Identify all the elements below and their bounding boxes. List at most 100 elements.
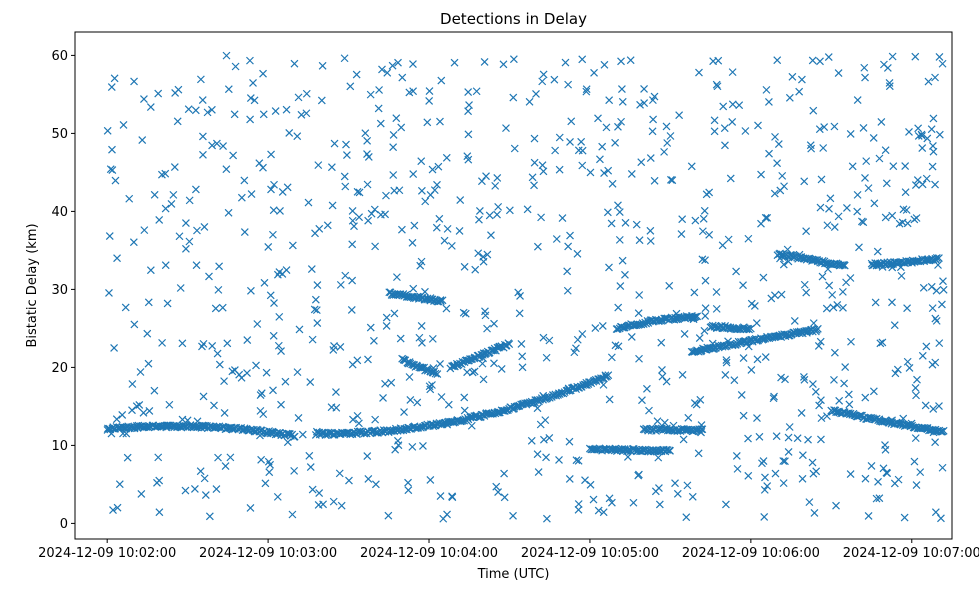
detection-point <box>312 427 321 436</box>
detection-point <box>818 272 827 281</box>
detection-point <box>635 445 644 454</box>
detection-point <box>618 97 627 106</box>
detection-point <box>654 453 663 462</box>
detection-point <box>525 97 534 106</box>
detection-point <box>935 339 944 348</box>
detection-point <box>274 341 283 350</box>
detection-point <box>924 77 933 86</box>
detection-point <box>382 322 391 330</box>
detection-point <box>146 266 155 275</box>
detection-point <box>658 365 666 374</box>
y-axis-ticks: 0 10 20 30 40 50 60 <box>51 49 75 532</box>
detection-point <box>911 383 920 392</box>
detection-point <box>389 171 398 179</box>
detection-point <box>781 375 789 384</box>
detection-point <box>733 464 742 473</box>
detection-point <box>240 228 249 237</box>
detection-point <box>464 130 473 139</box>
detection-point <box>558 214 567 222</box>
detection-point <box>825 281 834 290</box>
detection-point <box>666 132 675 140</box>
detection-point <box>688 492 697 501</box>
detection-point <box>328 201 337 210</box>
detection-point <box>416 423 425 432</box>
detection-point <box>199 392 208 401</box>
detection-point <box>830 122 839 131</box>
detection-point <box>426 191 435 199</box>
detection-point <box>607 353 616 362</box>
detection-point <box>883 469 892 478</box>
detection-point <box>555 165 564 174</box>
detection-point <box>213 349 222 358</box>
detection-point <box>539 333 548 342</box>
detection-point <box>859 218 868 227</box>
detection-point <box>193 226 201 235</box>
detection-point <box>755 432 764 441</box>
detection-point <box>608 179 617 188</box>
detection-point <box>690 288 699 297</box>
plot-frame <box>74 31 953 540</box>
detection-point <box>815 125 824 134</box>
detection-point <box>348 276 357 285</box>
detection-point <box>269 386 277 395</box>
detection-point <box>912 391 920 400</box>
detection-point <box>784 448 793 456</box>
detection-point <box>341 271 350 280</box>
detection-point <box>842 204 851 212</box>
detection-point <box>701 276 710 285</box>
detection-point <box>739 281 747 290</box>
detection-point <box>533 404 542 413</box>
detection-point <box>330 341 338 350</box>
detection-point <box>173 117 182 126</box>
detection-point <box>196 467 205 476</box>
detection-point <box>687 162 696 171</box>
detection-point <box>648 127 657 136</box>
detection-point <box>582 87 591 96</box>
detection-point <box>777 290 786 299</box>
detection-point <box>779 260 788 269</box>
detection-point <box>266 460 275 469</box>
detection-point <box>563 286 572 295</box>
detection-point <box>597 374 605 383</box>
detection-point <box>885 82 894 91</box>
detection-point <box>847 337 855 346</box>
detection-point <box>137 490 146 498</box>
detection-point <box>281 377 290 386</box>
detection-point <box>210 401 218 410</box>
detection-point <box>784 257 793 266</box>
detection-point <box>720 124 729 133</box>
detection-point <box>256 391 265 400</box>
detection-point <box>897 271 906 280</box>
detection-point <box>581 476 589 485</box>
detection-point <box>802 288 811 297</box>
detection-point <box>832 408 840 417</box>
detection-point <box>628 445 637 453</box>
detection-point <box>846 130 855 138</box>
detection-point <box>460 262 469 271</box>
detection-point <box>400 408 408 416</box>
detection-point <box>312 306 321 315</box>
detection-point <box>728 100 737 109</box>
detection-point <box>222 51 231 60</box>
detection-point <box>765 149 773 158</box>
detection-point <box>276 428 284 437</box>
detection-point <box>298 430 307 439</box>
detection-point <box>843 409 851 418</box>
detection-point <box>392 114 401 123</box>
x-axis-ticks: 2024-12-09 10:02:00 2024-12-09 10:03:00 20… <box>38 539 979 561</box>
detection-point <box>817 435 825 444</box>
detection-point <box>135 401 144 409</box>
detection-point <box>771 132 779 141</box>
detection-point <box>573 335 582 344</box>
detection-point <box>626 56 635 65</box>
detection-point <box>286 430 294 438</box>
detection-point <box>776 254 784 263</box>
detection-point <box>153 478 161 487</box>
detection-point <box>421 197 430 206</box>
detection-point <box>266 291 275 300</box>
detection-point <box>621 218 630 227</box>
detection-point <box>763 482 772 490</box>
detection-point <box>240 176 249 185</box>
detection-point <box>494 202 503 211</box>
detection-point <box>829 303 838 312</box>
